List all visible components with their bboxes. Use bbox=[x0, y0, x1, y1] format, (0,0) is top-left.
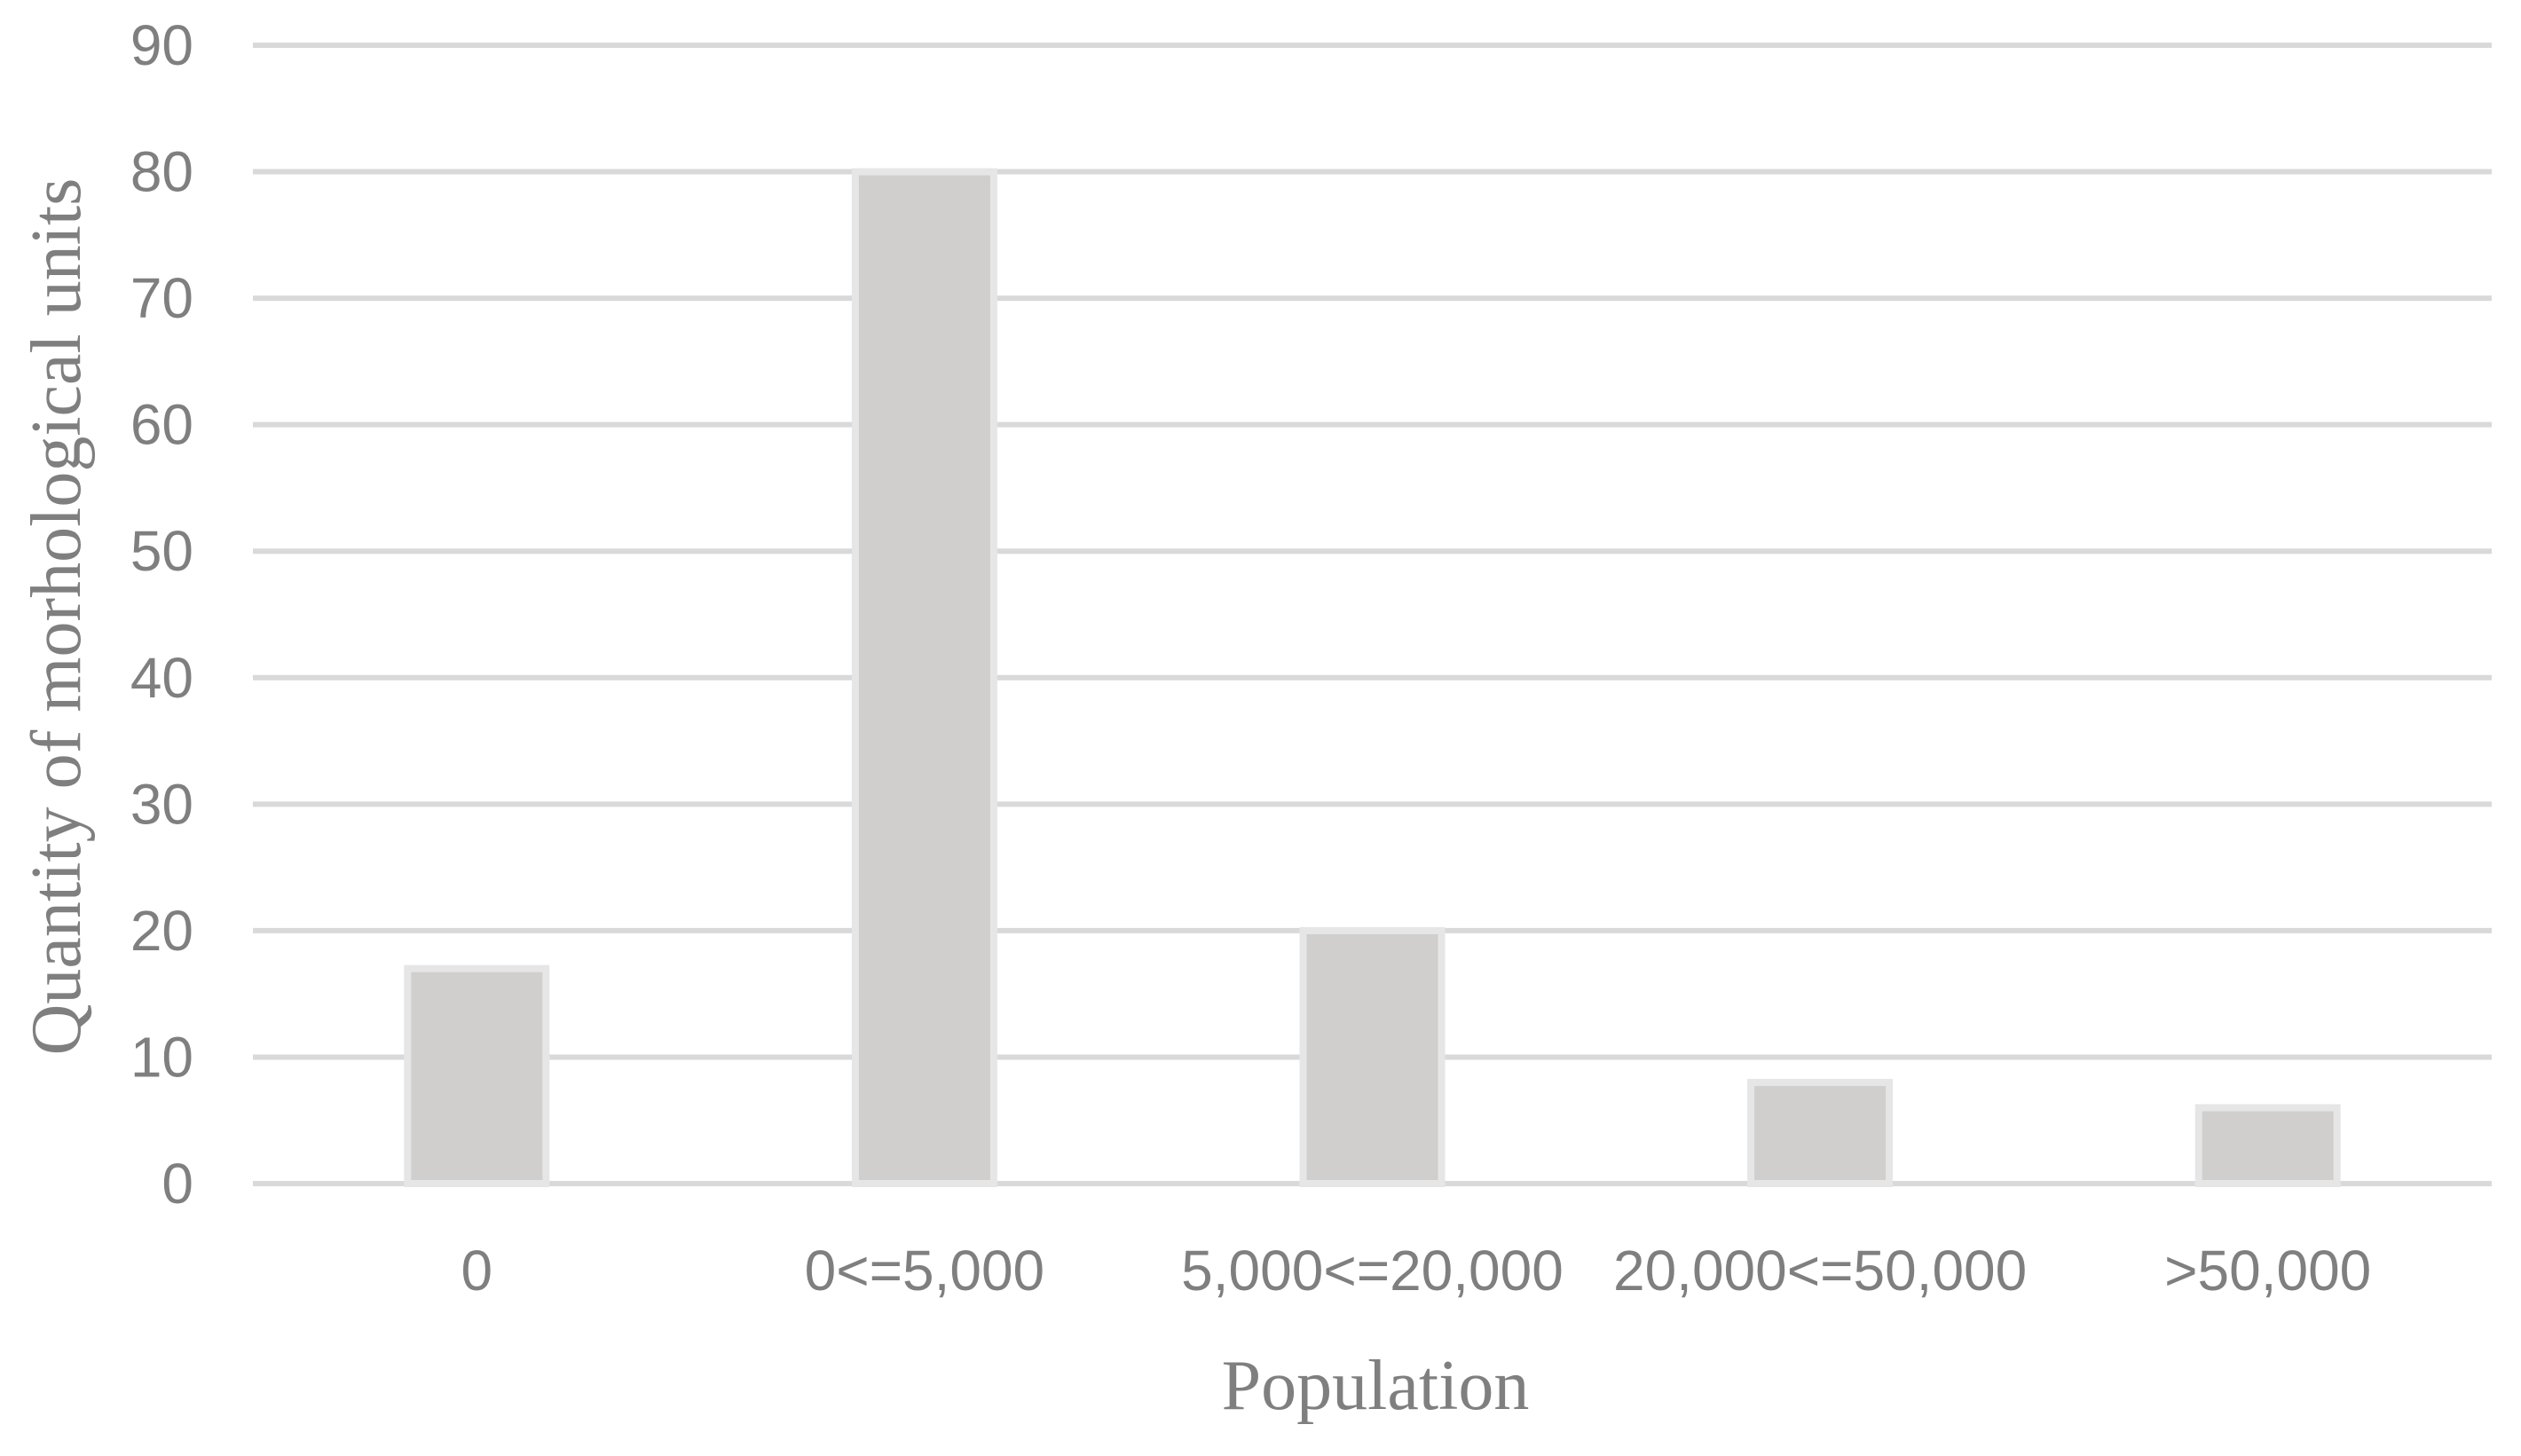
bars bbox=[404, 168, 2341, 1188]
bar bbox=[1747, 1078, 1894, 1188]
x-tick-label: 0<=5,000 bbox=[805, 1239, 1045, 1303]
y-tick-label: 40 bbox=[130, 646, 193, 710]
y-tick-label: 30 bbox=[130, 772, 193, 836]
y-tick-label: 80 bbox=[130, 140, 193, 204]
y-axis-tick-labels: 0 10 20 30 40 50 60 70 80 90 bbox=[130, 13, 193, 1216]
bar bbox=[404, 964, 550, 1187]
bar bbox=[1299, 926, 1446, 1188]
bar bbox=[2194, 1104, 2341, 1188]
x-axis-title: Population bbox=[1222, 1347, 1530, 1425]
y-tick-label: 20 bbox=[130, 899, 193, 963]
y-axis-title: Quantity of morhological units bbox=[18, 178, 96, 1056]
y-tick-label: 60 bbox=[130, 393, 193, 457]
gridlines bbox=[253, 43, 2492, 1186]
bar bbox=[851, 168, 997, 1188]
y-tick-label: 50 bbox=[130, 519, 193, 583]
y-tick-label: 90 bbox=[130, 13, 193, 77]
x-tick-label: >50,000 bbox=[2164, 1239, 2371, 1303]
y-tick-label: 0 bbox=[162, 1152, 193, 1216]
x-tick-label: 20,000<=50,000 bbox=[1613, 1239, 2027, 1303]
x-tick-label: 0 bbox=[461, 1239, 493, 1303]
x-axis-tick-labels: 0 0<=5,000 5,000<=20,000 20,000<=50,000 >50,… bbox=[461, 1239, 2372, 1303]
y-tick-label: 10 bbox=[130, 1025, 193, 1089]
y-tick-label: 70 bbox=[130, 266, 193, 330]
x-tick-label: 5,000<=20,000 bbox=[1181, 1239, 1564, 1303]
